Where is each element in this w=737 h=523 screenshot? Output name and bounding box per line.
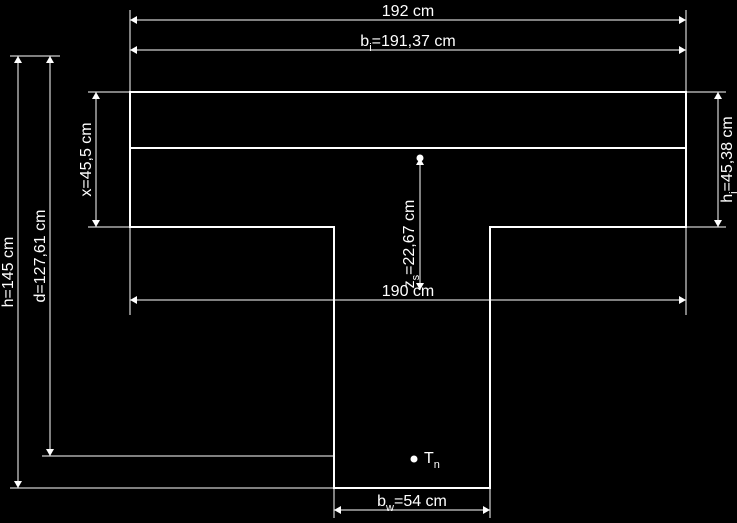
dim-x-label: x=45,5 cm bbox=[78, 122, 95, 196]
tn-point bbox=[411, 456, 418, 463]
dim-bw-label: bw=54 cm bbox=[377, 493, 447, 514]
dim-hi-label: hi=45,38 cm bbox=[719, 116, 737, 203]
dim-d-label: d=127,61 cm bbox=[32, 210, 49, 303]
dim-bi-label: bi=191,37 cm bbox=[360, 33, 455, 54]
dim-192-label: 192 cm bbox=[382, 3, 434, 20]
dim-h-label: h=145 cm bbox=[0, 237, 17, 308]
dim-zs-label: zs=22,67 cm bbox=[401, 200, 422, 289]
tn-label: Tn bbox=[424, 450, 440, 471]
centroid-point bbox=[417, 155, 424, 162]
